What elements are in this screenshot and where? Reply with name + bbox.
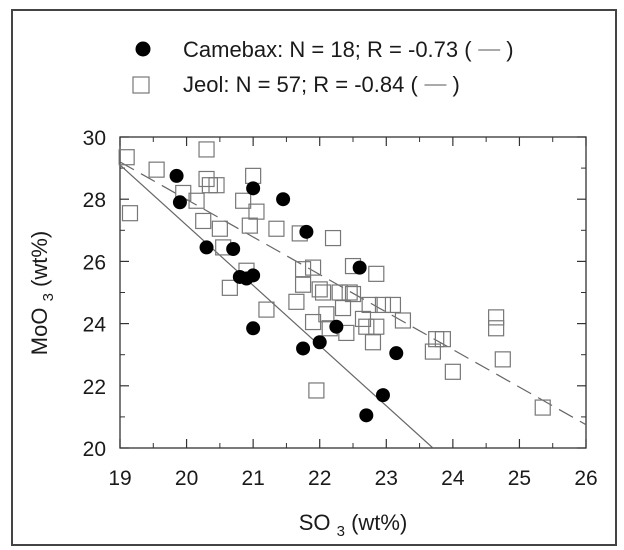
y-tick-labels: 20 22 24 26 28 30: [83, 127, 107, 461]
point-camebax: [389, 346, 404, 361]
y-axis-label: MoO 3 (wt%): [27, 231, 57, 355]
point-jeol: [304, 259, 322, 276]
point-camebax: [352, 260, 367, 275]
legend-label-camebax: Camebax: N = 18; R = -0.73 (: [183, 37, 472, 62]
point-jeol: [288, 293, 305, 310]
point-camebax: [246, 321, 261, 336]
label-remainder: (wt%): [345, 510, 407, 535]
point-jeol: [494, 351, 511, 368]
point-jeol: [248, 203, 265, 220]
point-jeol: [118, 149, 135, 166]
legend-label-jeol: Jeol: N = 57; R = -0.84 (: [183, 72, 418, 97]
data-points: [118, 141, 551, 423]
point-jeol: [258, 301, 275, 318]
point-jeol: [324, 229, 342, 247]
point-camebax: [199, 240, 214, 255]
y-tick-label: 28: [83, 189, 106, 212]
point-jeol: [188, 192, 205, 209]
x-tick-label: 19: [108, 467, 131, 490]
point-jeol: [211, 220, 228, 237]
point-jeol: [368, 265, 385, 282]
legend-suffix-camebax: ): [506, 37, 513, 62]
point-jeol: [434, 331, 451, 348]
point-camebax: [375, 388, 390, 403]
x-axis-label: SO 3 (wt%): [299, 510, 408, 540]
x-tick-label: 24: [441, 467, 465, 490]
y-tick-label: 26: [83, 251, 106, 274]
point-jeol: [198, 170, 215, 188]
x-label-text: SO: [299, 510, 331, 535]
point-jeol: [534, 399, 551, 416]
point-jeol: [148, 161, 165, 178]
point-jeol: [121, 205, 139, 222]
y-tick-label: 24: [83, 314, 107, 337]
x-tick-label: 25: [508, 467, 531, 490]
label-remainder: (wt%): [27, 231, 52, 293]
point-camebax: [276, 192, 291, 207]
subscript-3: 3: [40, 293, 57, 301]
point-jeol: [444, 363, 461, 380]
y-tick-label: 20: [83, 438, 106, 461]
point-jeol: [488, 309, 505, 326]
point-jeol: [294, 276, 312, 293]
point-jeol: [221, 279, 238, 296]
x-tick-label: 23: [375, 467, 398, 490]
point-camebax: [226, 241, 241, 256]
figure-border: [11, 9, 617, 546]
point-jeol: [368, 318, 385, 335]
x-tick-label: 22: [308, 467, 331, 490]
point-camebax: [296, 341, 311, 356]
point-camebax: [246, 181, 261, 196]
legend: Camebax: N = 18; R = -0.73 ( ) Jeol: N =…: [132, 37, 514, 97]
point-jeol: [314, 284, 332, 301]
point-jeol: [394, 312, 412, 329]
subscript-3: 3: [337, 523, 345, 540]
point-camebax: [299, 224, 314, 239]
regression-line-jeol: [120, 161, 586, 426]
point-jeol: [374, 296, 392, 314]
point-camebax: [312, 335, 327, 350]
plot-area: [118, 136, 587, 449]
point-jeol: [308, 382, 325, 399]
point-jeol: [195, 212, 212, 230]
point-jeol: [208, 177, 225, 194]
point-jeol: [198, 141, 215, 158]
point-jeol: [424, 343, 441, 360]
point-camebax: [246, 268, 261, 283]
point-camebax: [172, 195, 187, 210]
x-tick-label: 21: [241, 467, 264, 490]
point-jeol: [311, 281, 328, 298]
point-camebax: [359, 408, 374, 423]
point-jeol: [488, 320, 505, 337]
point-jeol: [241, 217, 258, 234]
point-jeol: [341, 284, 358, 301]
point-jeol: [361, 296, 378, 314]
legend-suffix-jeol: ): [452, 72, 459, 97]
x-tick-label: 20: [175, 467, 198, 490]
point-jeol: [344, 285, 362, 303]
point-jeol: [235, 192, 252, 209]
point-camebax: [169, 168, 184, 183]
legend-marker-jeol: [132, 76, 150, 94]
y-label-text: MoO: [27, 308, 52, 356]
x-tick-labels: 19 20 21 22 23 24 25 26: [108, 467, 597, 490]
point-jeol: [268, 220, 285, 237]
point-camebax: [329, 319, 344, 334]
point-jeol: [318, 306, 335, 323]
y-tick-label: 30: [83, 127, 106, 150]
point-jeol: [384, 296, 402, 314]
legend-marker-camebax: [135, 41, 151, 57]
x-tick-label: 26: [574, 467, 597, 490]
axis-ticks: [119, 136, 587, 449]
y-tick-label: 22: [83, 376, 106, 399]
